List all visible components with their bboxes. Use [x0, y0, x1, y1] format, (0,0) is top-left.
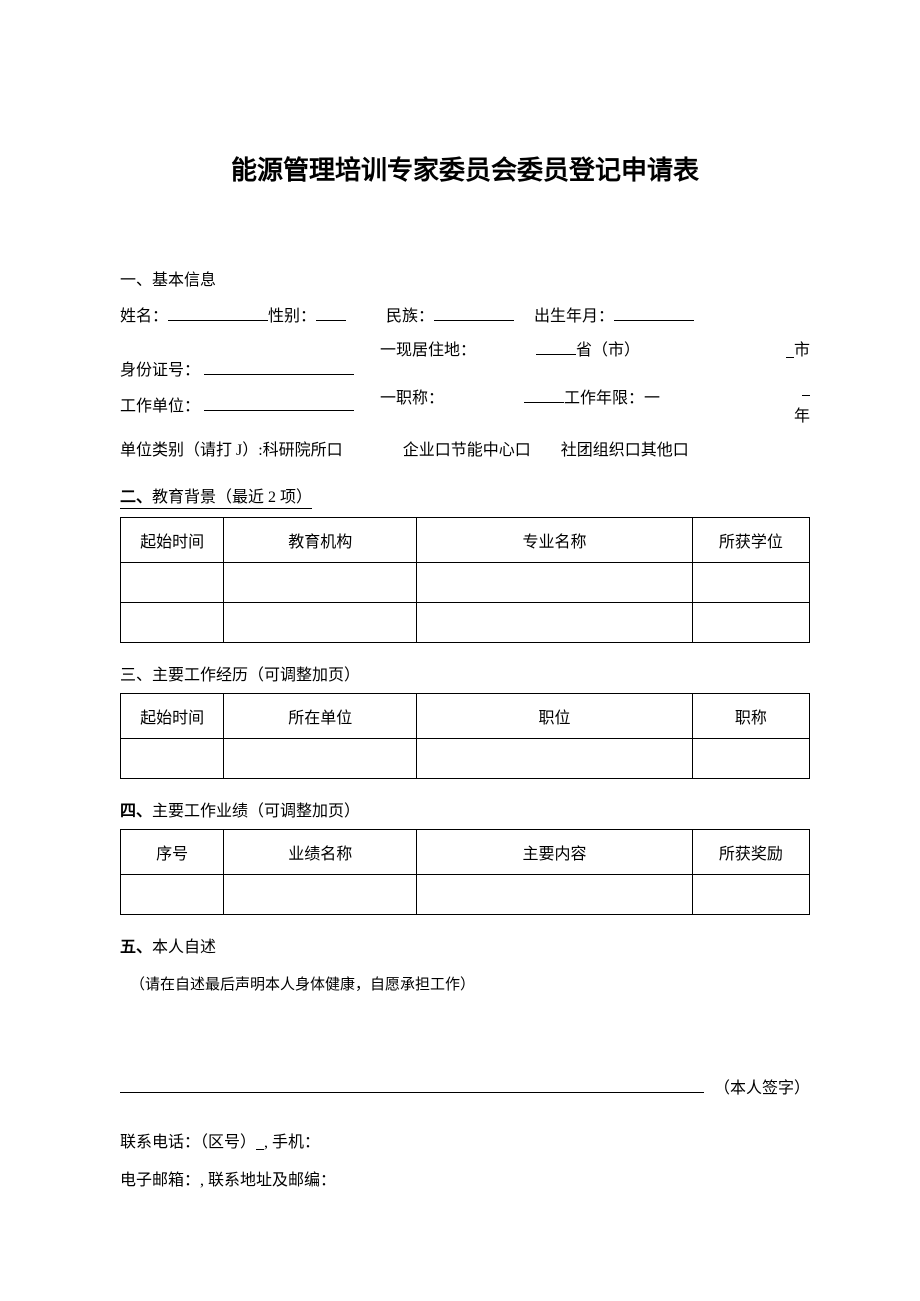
achievement-table: 序号 业绩名称 主要内容 所获奖励	[120, 829, 810, 915]
work-th-time: 起始时间	[121, 694, 224, 739]
phone-label: 联系电话：（区号）	[120, 1134, 256, 1151]
ethnicity-label: 民族：	[386, 303, 434, 331]
edu-th-major: 专业名称	[417, 518, 693, 563]
gender-field[interactable]	[316, 303, 346, 321]
birth-label: 出生年月：	[534, 303, 614, 331]
year-field[interactable]	[802, 382, 810, 396]
edu-th-degree: 所获学位	[692, 518, 809, 563]
residence-label: 一现居住地：	[380, 337, 476, 365]
self-statement-note: （请在自述最后声明本人身体健康，自愿承担工作）	[120, 973, 810, 994]
mobile-label: , 手机：	[264, 1134, 320, 1151]
birth-field[interactable]	[614, 303, 694, 321]
unit-type-opts2[interactable]: 社团组织口其他口	[561, 437, 689, 465]
year-suffix: 年	[794, 408, 810, 425]
unit-type-opts[interactable]: 企业口节能中心口	[403, 437, 531, 465]
section3-heading: 三、主要工作经历（可调整加页）	[120, 661, 810, 685]
table-row[interactable]	[121, 563, 810, 603]
signature-label: （本人签字）	[704, 1074, 810, 1098]
work-th-unit: 所在单位	[224, 694, 417, 739]
area-code-field[interactable]	[256, 1136, 264, 1150]
contact-phone-line: 联系电话：（区号） , 手机：	[120, 1128, 810, 1152]
signature-field[interactable]	[120, 1075, 704, 1093]
email-label: 电子邮箱：, 联系地址及邮编：	[120, 1172, 336, 1189]
city-field[interactable]	[786, 344, 794, 358]
workyears-label: 工作年限：一	[564, 385, 660, 413]
edu-th-inst: 教育机构	[224, 518, 417, 563]
table-header-row: 序号 业绩名称 主要内容 所获奖励	[121, 830, 810, 875]
title-field[interactable]	[524, 385, 564, 403]
ach-th-award: 所获奖励	[692, 830, 809, 875]
table-row[interactable]	[121, 603, 810, 643]
table-header-row: 起始时间 教育机构 专业名称 所获学位	[121, 518, 810, 563]
province-suffix: 省（市）	[576, 337, 640, 365]
ach-th-content: 主要内容	[417, 830, 693, 875]
work-th-position: 职位	[417, 694, 693, 739]
line-name-gender: 姓名： 性别： 民族： 出生年月：	[120, 303, 810, 331]
section2-heading: 二、教育背景（最近 2 项）	[120, 483, 810, 509]
id-field[interactable]	[204, 357, 354, 375]
workunit-label: 工作单位：	[120, 398, 200, 415]
section5-heading: 五、本人自述	[120, 933, 810, 957]
education-table: 起始时间 教育机构 专业名称 所获学位	[120, 517, 810, 643]
ethnicity-field[interactable]	[434, 303, 514, 321]
table-row[interactable]	[121, 739, 810, 779]
title-label: 一职称：	[380, 385, 444, 413]
work-th-title: 职称	[692, 694, 809, 739]
name-label: 姓名：	[120, 303, 168, 331]
ach-th-name: 业绩名称	[224, 830, 417, 875]
id-label: 身份证号：	[120, 362, 200, 379]
city-suffix: 市	[794, 342, 810, 359]
table-row[interactable]	[121, 875, 810, 915]
name-field[interactable]	[168, 303, 268, 321]
table-header-row: 起始时间 所在单位 职位 职称	[121, 694, 810, 739]
signature-line: （本人签字）	[120, 1074, 810, 1098]
section4-heading: 四、主要工作业绩（可调整加页）	[120, 797, 810, 821]
workunit-field[interactable]	[204, 393, 354, 411]
line-unit-type: 单位类别（请打 J）:科研院所口 企业口节能中心口 社团组织口其他口	[120, 437, 810, 465]
basic-info-section: 一、基本信息 姓名： 性别： 民族： 出生年月： 身份证号： 工作单位：	[120, 267, 810, 465]
unit-type-label: 单位类别（请打 J）:科研院所口	[120, 437, 343, 465]
line-id-residence: 身份证号： 工作单位： 一现居住地： 省（市） 一职称： 工作年限：一	[120, 337, 810, 431]
ach-th-seq: 序号	[121, 830, 224, 875]
gender-label: 性别：	[268, 303, 316, 331]
edu-th-time: 起始时间	[121, 518, 224, 563]
form-title: 能源管理培训专家委员会委员登记申请表	[120, 150, 810, 187]
province-field[interactable]	[536, 337, 576, 355]
section1-heading: 一、基本信息	[120, 267, 810, 295]
contact-email-line: 电子邮箱：, 联系地址及邮编：	[120, 1166, 810, 1190]
work-history-table: 起始时间 所在单位 职位 职称	[120, 693, 810, 779]
